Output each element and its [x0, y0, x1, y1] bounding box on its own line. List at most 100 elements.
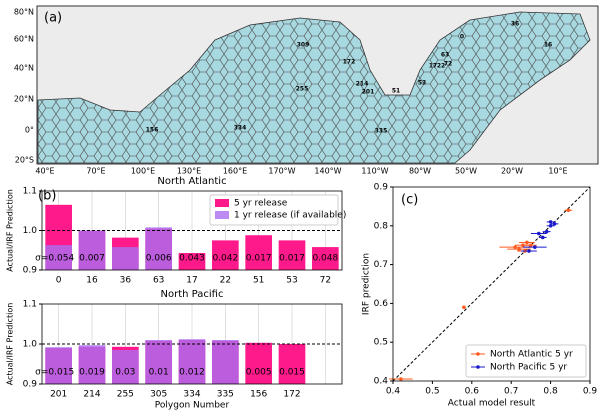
- sigma-label: 0.01: [149, 368, 169, 378]
- lon-label: 170°W: [268, 167, 295, 176]
- lat-label: 40°N: [14, 64, 34, 73]
- bar: [78, 345, 106, 384]
- plot-frame: [392, 186, 591, 382]
- lon-label: 110°W: [361, 167, 388, 176]
- point: [517, 247, 521, 251]
- y-tick-label: 0.9: [23, 380, 38, 390]
- x-tick-label: 17: [186, 276, 197, 286]
- lon-label: 50°W: [455, 167, 477, 176]
- sigma-label: 0.006: [146, 254, 172, 264]
- lat-label: 60°N: [14, 35, 34, 44]
- lon-label: 40°E: [35, 167, 54, 176]
- one-to-one-line: [392, 186, 591, 382]
- lon-label: 160°E: [223, 167, 247, 176]
- y-tick-label: 0.5: [374, 338, 388, 348]
- lon-label: 100°E: [131, 167, 155, 176]
- legend-box: [465, 344, 587, 378]
- legend-marker: [476, 352, 480, 356]
- legend-label: 1 yr release (if available): [234, 211, 346, 221]
- bar: [245, 342, 272, 384]
- point: [552, 222, 557, 226]
- point: [540, 235, 545, 240]
- legend-label: North Atlantic 5 yr: [490, 350, 573, 360]
- lat-label: 0°: [25, 126, 34, 135]
- polygon-label: 214: [356, 81, 369, 88]
- bar: [178, 339, 206, 384]
- polygon-label: 36: [511, 21, 519, 28]
- legend-swatch: [215, 211, 229, 219]
- x-tick-label: 305: [150, 390, 167, 400]
- point: [513, 245, 517, 249]
- legend-label: 5 yr release: [234, 199, 288, 209]
- sigma-label: σ=0.015: [35, 368, 74, 378]
- plot-frame: [41, 303, 343, 385]
- x-tick-label: 0.6: [465, 387, 480, 397]
- point: [527, 249, 531, 253]
- point: [548, 224, 553, 228]
- sigma-label: 0.048: [312, 254, 338, 264]
- lon-label: 70°E: [86, 167, 105, 176]
- bar: [212, 340, 239, 384]
- lon-label: 20°W: [501, 167, 523, 176]
- y-tick-label: 0.7: [374, 260, 388, 270]
- bar: [78, 230, 106, 270]
- chart-title: North Pacific: [161, 289, 224, 300]
- sigma-label: σ=0.054: [35, 254, 74, 264]
- x-tick-label: 22: [220, 276, 231, 286]
- bar: [145, 227, 172, 270]
- polygon-grid: [37, 11, 591, 164]
- x-tick-label: 0.9: [583, 387, 598, 397]
- x-tick-label: 214: [83, 390, 100, 400]
- polygon-label: 72: [444, 61, 452, 68]
- point: [548, 220, 553, 224]
- legend-marker: [476, 365, 480, 369]
- bar: [45, 245, 72, 270]
- y-axis-label: Actual/IRF Prediction: [6, 303, 15, 386]
- polygon-label: 0: [460, 34, 464, 41]
- polygon-label: 53: [418, 80, 426, 87]
- bar: [45, 347, 72, 384]
- polygon-label: 17: [429, 63, 437, 70]
- lat-label: 80°N: [14, 8, 34, 17]
- polygon-label: 334: [234, 125, 247, 132]
- bar: [278, 344, 306, 384]
- bar: [212, 240, 239, 270]
- plot-frame: [41, 190, 343, 271]
- bar: [112, 247, 139, 270]
- polygon-label: 255: [296, 86, 309, 93]
- y-tick-label: 1.1: [23, 187, 37, 197]
- map: (a): [36, 5, 599, 165]
- bar: [312, 247, 339, 270]
- chart-title: North Atlantic: [157, 176, 226, 187]
- x-tick-label: 335: [217, 390, 234, 400]
- panel-label: (b): [38, 189, 56, 204]
- legend-label: North Pacific 5 yr: [490, 363, 567, 373]
- x-tick-label: 255: [117, 390, 134, 400]
- lon-label: 140°W: [314, 167, 341, 176]
- sigma-label: 0.005: [246, 368, 272, 378]
- x-tick-label: 53: [286, 276, 297, 286]
- panel-label: (a): [44, 11, 62, 26]
- point: [544, 229, 549, 234]
- sigma-label: 0.019: [79, 368, 105, 378]
- sigma-label: 0.042: [212, 254, 238, 264]
- point: [529, 243, 533, 247]
- polygon-label: 309: [297, 42, 310, 49]
- x-tick-label: 0.5: [425, 387, 439, 397]
- polygon-label: 63: [441, 52, 449, 59]
- polygon-label: 156: [146, 127, 159, 134]
- y-axis-label: Actual/IRF Prediction: [6, 189, 15, 272]
- sigma-label: 0.03: [115, 368, 135, 378]
- x-tick-label: 172: [283, 390, 300, 400]
- x-tick-label: 156: [250, 390, 267, 400]
- panel-label: (c): [401, 193, 418, 208]
- bar: [112, 350, 139, 384]
- polygon-label: 51: [392, 88, 400, 95]
- x-tick-label: 0: [56, 276, 62, 286]
- point: [462, 305, 466, 310]
- lon-label: 80°W: [409, 167, 431, 176]
- sigma-label: 0.012: [179, 368, 205, 378]
- sigma-label: 0.017: [279, 254, 305, 264]
- x-tick-label: 0.8: [543, 387, 558, 397]
